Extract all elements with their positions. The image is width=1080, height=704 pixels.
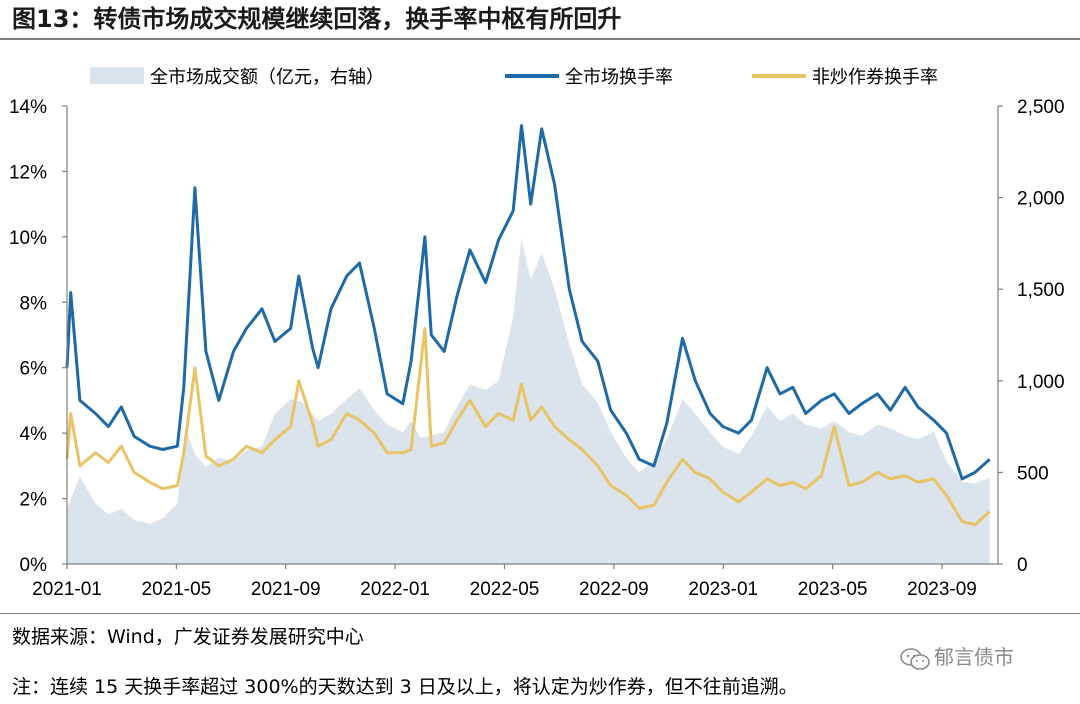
left-tick-label: 14% — [9, 97, 47, 118]
x-tick-label: 2022-05 — [470, 579, 540, 600]
left-tick-label: 6% — [20, 359, 48, 380]
watermark: 郁言债市 — [900, 642, 1014, 672]
axes: 0% 2% 4% 6% 8% 10% 12% 14% 0 500 1,000 1,500 2,000 2,… — [9, 97, 1065, 600]
right-tick-label: 2,000 — [1017, 189, 1065, 210]
x-tick-label: 2021-09 — [251, 579, 321, 600]
turnover-chart: 全市场成交额（亿元，右轴） 全市场换手率 非炒作券换手率 0% 2% 4% 6% 8% 10%… — [9, 67, 1065, 600]
left-tick-label: 4% — [20, 424, 48, 445]
top-rule — [0, 38, 1080, 40]
x-tick-label: 2023-09 — [907, 579, 977, 600]
legend: 全市场成交额（亿元，右轴） 全市场换手率 非炒作券换手率 — [90, 67, 938, 88]
right-tick-label: 1,500 — [1017, 280, 1065, 301]
figure-title: 图13：转债市场成交规模继续回落，换手率中枢有所回升 — [12, 5, 622, 33]
right-tick-label: 1,000 — [1017, 372, 1065, 393]
watermark-text: 郁言债市 — [934, 645, 1014, 669]
x-tick-label: 2022-09 — [579, 579, 649, 600]
series-all-turnover-line — [65, 124, 991, 481]
left-tick-label: 2% — [20, 490, 48, 511]
wechat-icon — [900, 647, 930, 670]
plot-area — [65, 124, 991, 564]
x-tick-label: 2022-01 — [360, 579, 430, 600]
x-tick-label: 2021-01 — [32, 579, 102, 600]
left-tick-label: 12% — [9, 162, 47, 183]
x-tick-label: 2023-01 — [688, 579, 758, 600]
data-source: 数据来源：Wind，广发证券发展研究中心 — [12, 626, 364, 648]
x-tick-label: 2021-05 — [142, 579, 212, 600]
legend-volume-label: 全市场成交额（亿元，右轴） — [150, 67, 384, 88]
footnote: 注：连续 15 天换手率超过 300%的天数达到 3 日及以上，将认定为炒作券，… — [12, 676, 798, 698]
right-tick-label: 500 — [1017, 463, 1049, 484]
left-tick-label: 0% — [20, 555, 48, 576]
legend-all-turnover-label: 全市场换手率 — [565, 67, 673, 88]
bottom-rule — [0, 613, 1080, 614]
left-tick-label: 8% — [20, 293, 48, 314]
legend-non-spec-turnover-label: 非炒作券换手率 — [812, 67, 938, 88]
left-tick-label: 10% — [9, 228, 47, 249]
right-tick-label: 2,500 — [1017, 97, 1065, 118]
right-tick-label: 0 — [1017, 555, 1028, 576]
x-tick-label: 2023-05 — [798, 579, 868, 600]
series-volume-area — [67, 237, 990, 564]
legend-volume-swatch — [90, 67, 144, 84]
series-non-spec-turnover-line — [65, 327, 991, 527]
